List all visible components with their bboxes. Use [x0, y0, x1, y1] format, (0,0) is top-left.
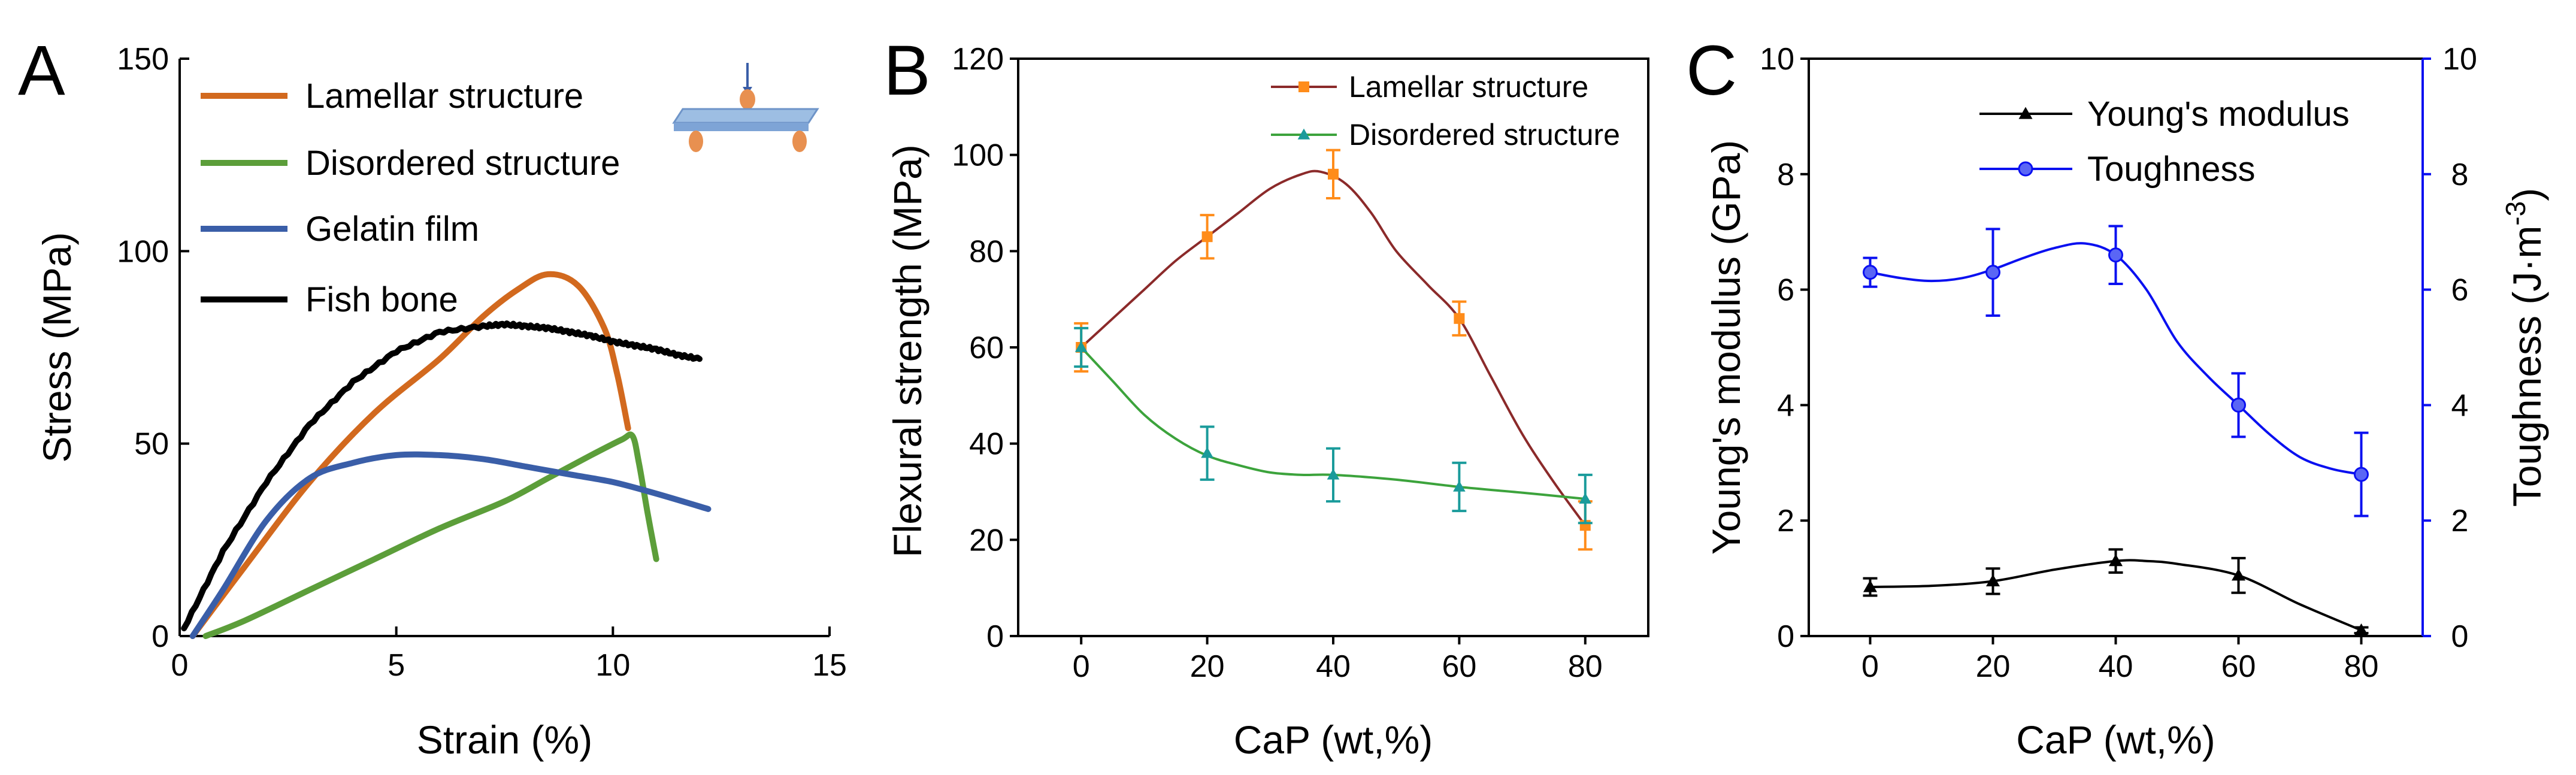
panel-a-lines	[181, 271, 712, 639]
y-tick-label: 6	[1777, 273, 1794, 308]
y2-tick-label: 2	[2451, 504, 2469, 538]
legend-marker	[2018, 107, 2033, 119]
series-line-disordered-structure	[202, 431, 659, 639]
y-tick-label: 40	[969, 427, 1004, 462]
panel-a-legend: Lamellar structure Disordered structure Ge…	[201, 77, 620, 319]
y-tick-label: 8	[1777, 158, 1794, 192]
panel-label-a: A	[18, 31, 65, 110]
legend-label: Fish bone	[305, 280, 458, 319]
y-tick-label: 0	[986, 619, 1004, 654]
fit-curve	[1080, 346, 1585, 500]
x-tick-label: 40	[1316, 649, 1351, 684]
data-point	[1074, 341, 1088, 352]
x-tick-label: 0	[171, 648, 189, 683]
data-point	[1985, 265, 2000, 280]
data-point	[2108, 247, 2123, 263]
y2-axis-title: Toughness (J·m-3)	[2500, 188, 2549, 507]
fit-curve	[1080, 169, 1587, 526]
fit-curve	[1870, 559, 2362, 632]
y-tick-label: 60	[969, 331, 1004, 365]
y2-tick-label: 4	[2451, 388, 2469, 423]
legend-label: Disordered structure	[305, 144, 620, 183]
data-point	[2109, 554, 2123, 567]
x-tick-label: 20	[1190, 649, 1225, 684]
data-point	[2354, 623, 2368, 635]
data-point	[2232, 568, 2245, 581]
series-line-gelatin-film	[189, 451, 712, 639]
legend-label: Disordered structure	[1349, 118, 1620, 152]
legend-label: Lamellar structure	[1349, 70, 1588, 104]
panel-c-axes: 0 20 40 60 80 0 2 4 6 8 10 0 2 4 6 8 10 CaP (wt,%) Young's…	[1704, 42, 2549, 762]
x-tick-label: 60	[1442, 649, 1476, 684]
legend-marker	[2018, 161, 2033, 177]
x-tick-label: 80	[2344, 649, 2379, 684]
panel-b-legend: Lamellar structure Disordered structure	[1271, 70, 1620, 152]
y2-tick-label: 8	[2451, 158, 2469, 192]
legend-label: Lamellar structure	[305, 77, 583, 116]
legend-marker	[1297, 128, 1310, 140]
panel-label-b: B	[883, 31, 931, 110]
y-axis-title: Stress (MPa)	[35, 232, 79, 462]
panel-b-axes: 0 20 40 60 80 0 20 40 60 80 100 120 CaP (wt,%) Flexur…	[885, 42, 1649, 762]
data-point	[1863, 580, 1877, 592]
data-point	[1579, 492, 1592, 504]
x-axis-title: Strain (%)	[417, 718, 592, 762]
y-tick-label: 2	[1777, 504, 1794, 538]
y-tick-label: 50	[134, 427, 169, 462]
data-point	[1863, 265, 1878, 280]
panel-c-lines	[1863, 225, 2369, 635]
x-tick-label: 5	[388, 648, 405, 683]
x-tick-label: 40	[2099, 649, 2133, 684]
y-tick-label: 20	[969, 523, 1004, 558]
legend-marker	[1298, 81, 1309, 92]
data-point	[2231, 397, 2246, 413]
y-tick-label: 100	[117, 234, 169, 269]
x-tick-label: 0	[1073, 649, 1090, 684]
y2-tick-label: 6	[2451, 273, 2469, 308]
y-axis-title: Young's modulus (GPa)	[1704, 140, 1748, 555]
y-tick-label: 150	[117, 42, 169, 77]
x-tick-label: 20	[1976, 649, 2011, 684]
panel-label-c: C	[1686, 31, 1737, 110]
data-point	[1201, 447, 1213, 458]
three-point-bending-inset-icon	[672, 63, 819, 152]
panel-b: B 0 20 40 60 80 0 20 40 60 80 100 120 CaP (wt,%) Flex…	[883, 31, 1649, 762]
x-tick-label: 15	[812, 648, 847, 683]
x-tick-label: 80	[1568, 649, 1603, 684]
legend-label: Gelatin film	[305, 210, 479, 249]
legend-label: Young's modulus	[2087, 95, 2350, 134]
y2-tick-label: 10	[2442, 42, 2477, 77]
data-point	[1986, 574, 2000, 587]
x-tick-label: 0	[1861, 649, 1879, 684]
y-tick-label: 4	[1777, 388, 1794, 423]
x-tick-label: 60	[2221, 649, 2256, 684]
x-axis-title: CaP (wt,%)	[1234, 718, 1433, 762]
panel-b-lines	[1074, 149, 1593, 551]
y-tick-label: 0	[1777, 619, 1794, 654]
data-point	[1328, 168, 1339, 180]
fit-curve	[1870, 242, 2362, 476]
panel-c: C 0 20 40 60 80 0 2 4 6 8 10 0 2 4 6 8 10 CaP (wt,%) Young…	[1686, 31, 2549, 762]
data-point	[1453, 480, 1466, 492]
x-axis-title: CaP (wt,%)	[2016, 718, 2215, 762]
data-point	[1201, 231, 1213, 243]
data-point	[1454, 313, 1465, 324]
y-tick-label: 0	[152, 619, 169, 654]
y-tick-label: 120	[952, 42, 1004, 77]
legend-label: Toughness	[2087, 150, 2256, 189]
y2-tick-label: 0	[2451, 619, 2469, 654]
data-point	[2354, 467, 2369, 482]
y-tick-label: 100	[952, 138, 1004, 173]
series-line-fish-bone	[181, 320, 703, 632]
y-tick-label: 80	[969, 234, 1004, 269]
data-point	[1327, 468, 1340, 480]
panel-c-legend: Young's modulus Toughness	[1979, 95, 2350, 189]
y-axis-title: Flexural strength (MPa)	[885, 144, 930, 558]
x-tick-label: 10	[595, 648, 630, 683]
y-tick-label: 10	[1760, 42, 1794, 77]
